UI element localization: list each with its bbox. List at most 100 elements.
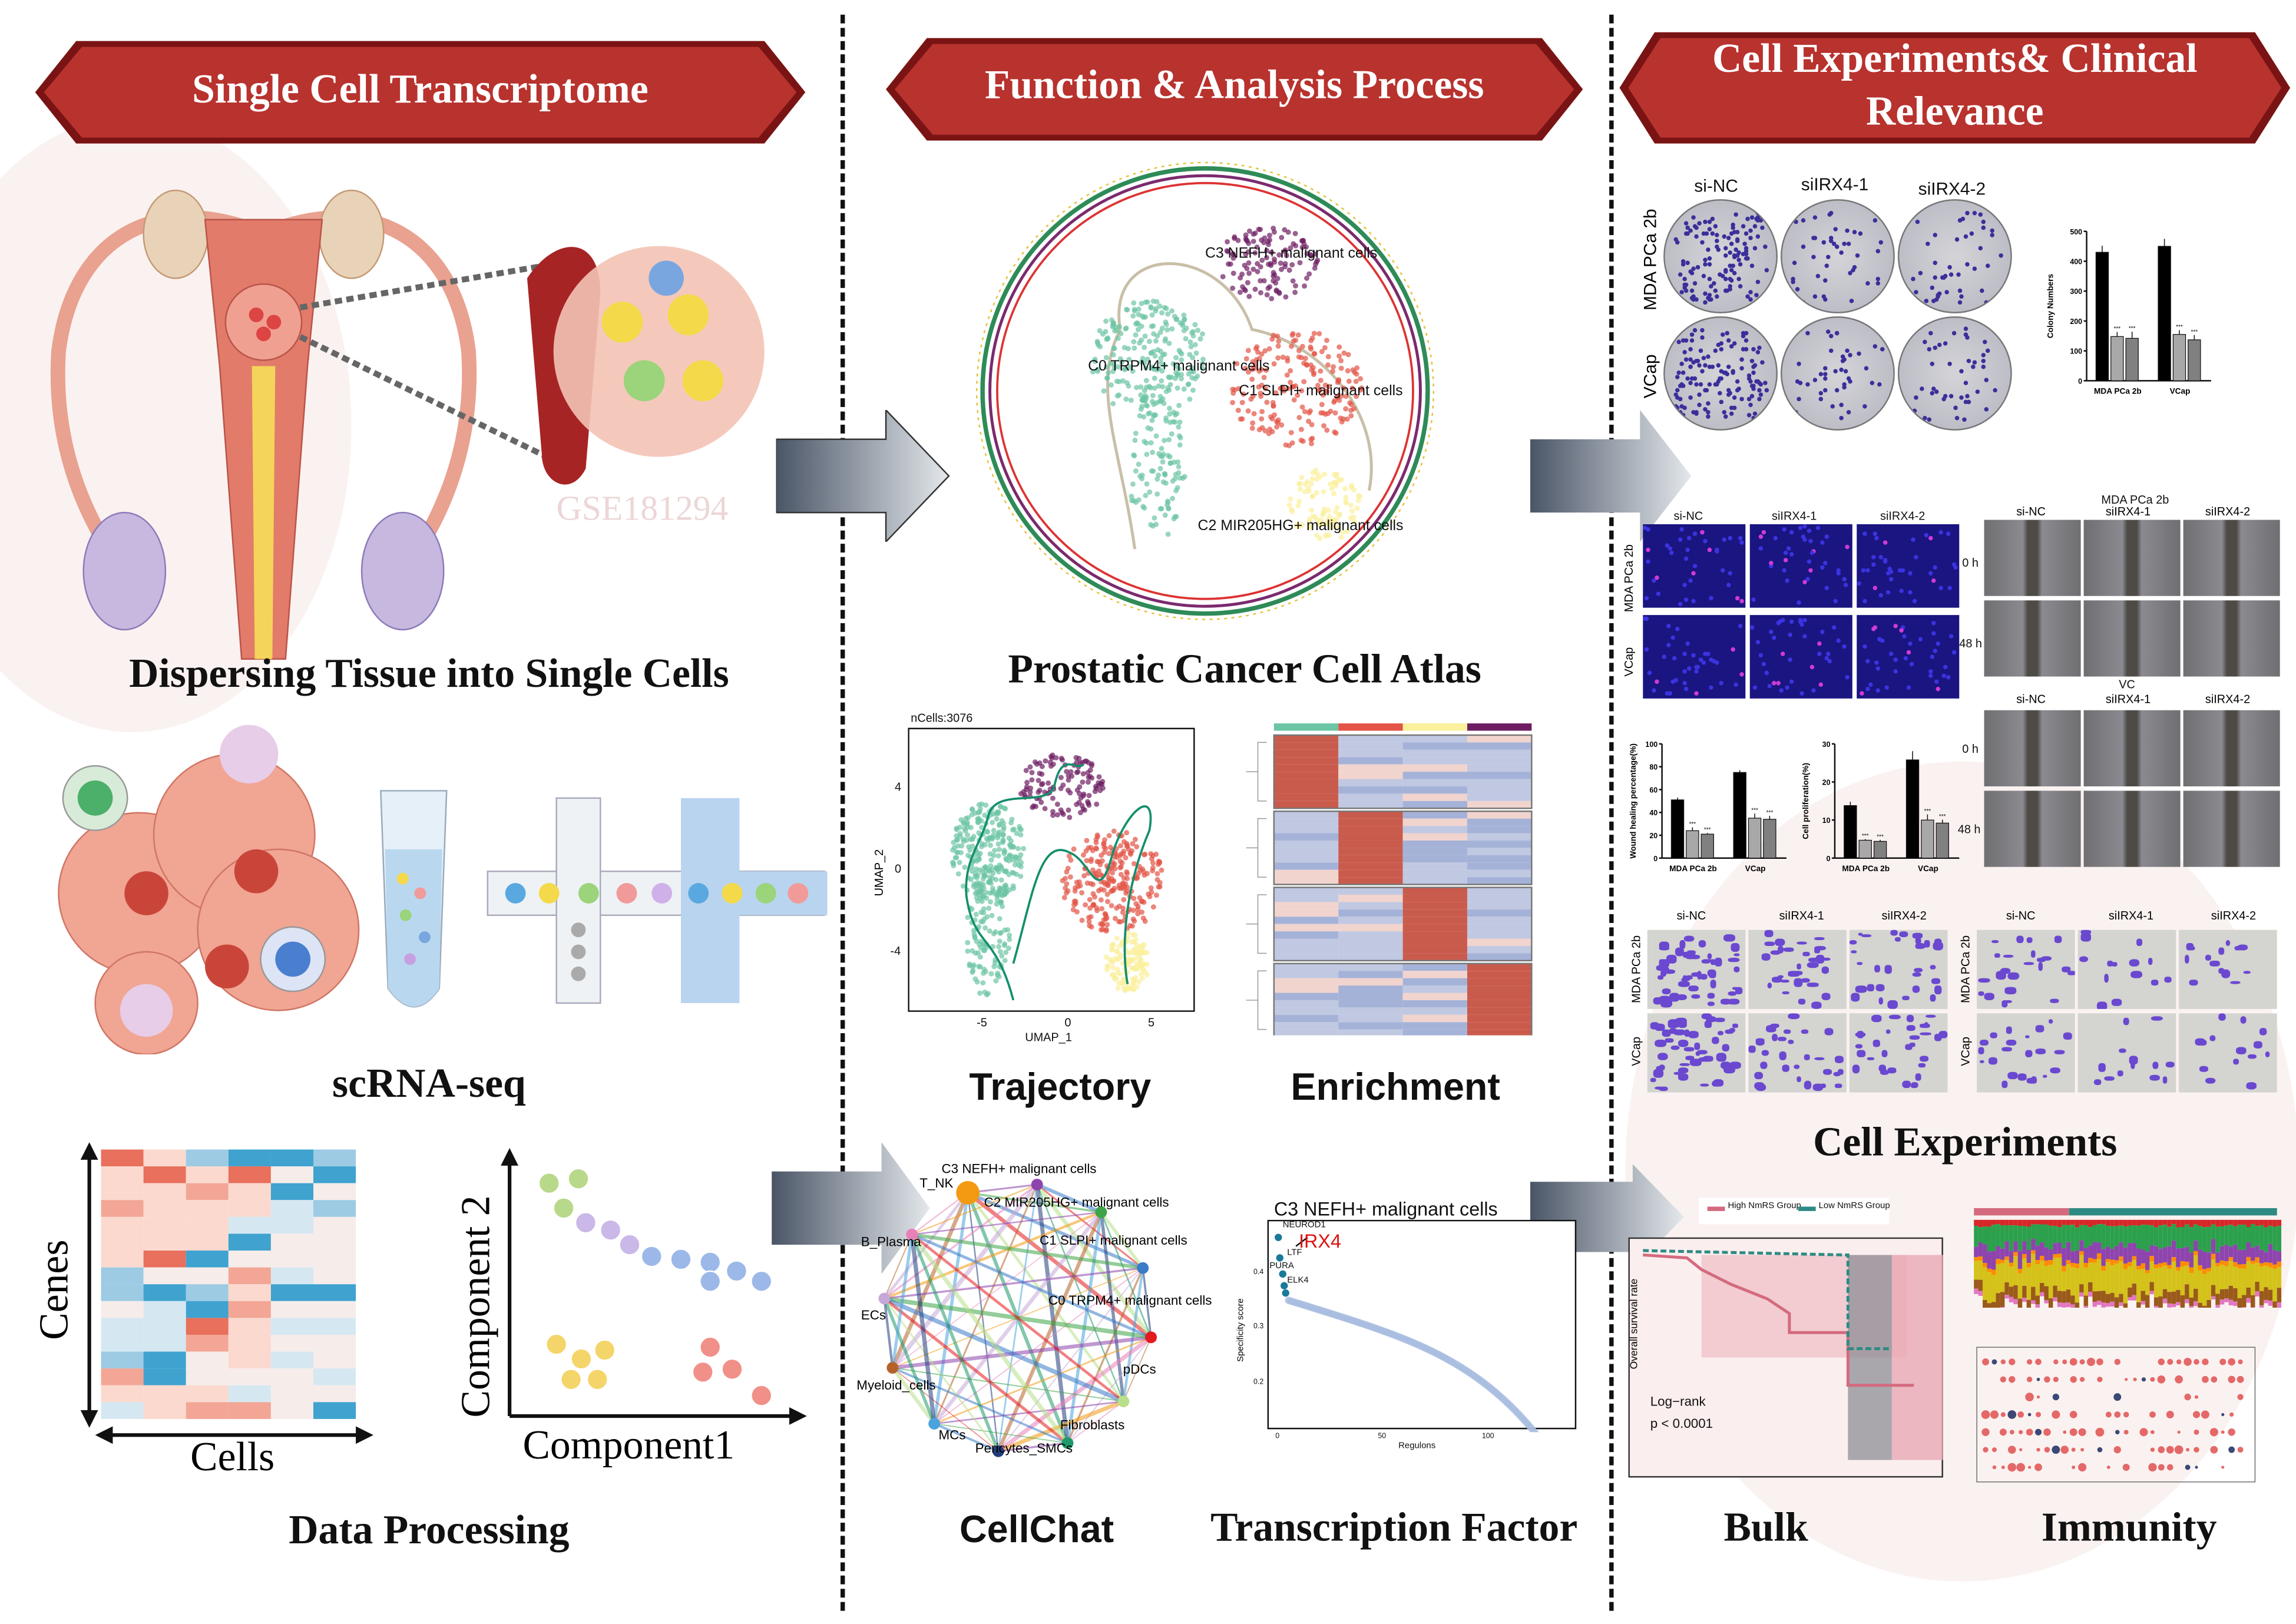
heatmap-cell [1467,772,1532,779]
y-axis-label: Colony Numbers [2046,274,2055,339]
umap-cell-dot [972,891,978,897]
colony-dot [1922,416,1927,421]
proportion-segment [1987,1251,1991,1269]
nucleus-dot [1687,666,1692,671]
proportion-segment [1996,1259,2000,1264]
heatmap-cell [313,1216,356,1234]
nucleus-dot [1883,540,1887,545]
colony-dot [1683,405,1688,411]
proportion-segment [2119,1256,2123,1261]
stained-cell [1837,1069,1844,1076]
atlas-cell-dot [1169,431,1175,437]
colony-dot [1876,248,1881,253]
atlas-cell-dot [1336,353,1342,359]
stained-cell [1857,1050,1865,1057]
transwell-image [1647,930,1746,1009]
colony-dot [1936,292,1941,297]
stained-cell [2038,962,2043,971]
correlation-dot [2237,1394,2244,1400]
atlas-cell-dot [1308,344,1314,350]
atlas-cell-dot [1324,338,1329,343]
heatmap-cell [270,1318,314,1335]
stained-cell [1733,967,1741,973]
umap-cell-dot [1017,826,1023,832]
heatmap-cell [1402,993,1467,1000]
umap-cell-dot [1124,871,1130,877]
heatmap-cell [101,1284,144,1301]
colony-dot [1934,389,1940,395]
heatmap-cell [1402,894,1467,902]
nucleus-dot [1798,617,1802,623]
stained-cell [1854,1043,1862,1049]
atlas-cell-dot [1333,430,1339,436]
proportion-segment [2233,1262,2238,1267]
wound-healing-image [2083,600,2181,677]
proportion-segment [2176,1302,2181,1306]
atlas-cell-dot [1150,449,1156,455]
atlas-cell-dot [1160,384,1166,389]
nucleus-dot [1662,654,1667,660]
colony-dot [1812,215,1818,220]
proportion-segment [2268,1289,2273,1301]
umap-cell-dot [998,899,1004,905]
atlas-cell-dot [1192,322,1198,328]
proportion-segment [2062,1266,2066,1272]
colony-dot [1749,383,1754,388]
transwell-image [1977,930,2075,1009]
umap-cell-dot [998,877,1004,883]
nucleus-dot [1739,541,1743,545]
heatmap-cell [1273,1007,1339,1015]
colony-dot [1998,253,2003,259]
heatmap-cell [1338,1007,1403,1015]
atlas-cell-dot [1330,369,1336,374]
immune-infiltration-plots [1974,1208,2282,1483]
heatmap-cell [186,1233,229,1251]
proportion-segment [2202,1227,2207,1252]
transwell-image [1748,930,1847,1009]
atlas-cell-dot [1234,360,1240,366]
transwell-image [1977,1013,2075,1093]
stained-cell [1918,1063,1926,1067]
atlas-cell-dot [1338,358,1344,363]
stained-cell [2098,1063,2105,1071]
colony-dot [1706,247,1711,252]
row-label: VCap [1640,354,1661,399]
stained-cell [1723,935,1735,942]
heatmap-cell [1467,1014,1532,1023]
heatmap-cell [143,1368,186,1385]
heatmap-cell [1338,833,1403,841]
umap-cell-dot [1063,885,1068,891]
correlation-dot [2044,1376,2050,1383]
heatmap-cell [270,1334,314,1352]
proportion-segment [2167,1292,2172,1304]
colony-dot [1824,372,1828,377]
atlas-cell-dot [1235,237,1241,243]
pca-cell-dot [553,1197,575,1219]
atlas-cell-dot [1314,477,1320,482]
condition-label: siIRX4-1 [2105,692,2151,706]
stained-cell [1931,978,1940,984]
colony-dot [1878,239,1883,244]
colony-dot [1848,352,1853,358]
proportion-segment [2009,1266,2014,1287]
umap-cell-dot [1050,809,1056,815]
atlas-cell-dot [1258,227,1263,233]
atlas-cell-dot [1150,298,1156,304]
colony-dot [1700,240,1705,244]
transwell-image [1748,1013,1847,1093]
colony-dot [1825,254,1831,260]
heatmap-cell [1402,840,1467,848]
proportion-segment [2009,1262,2014,1267]
arrow-right-icon [1530,410,1692,542]
colony-dot [1880,346,1885,352]
umap-cell-dot [954,826,960,832]
colony-dot [1822,277,1828,282]
proportion-segment [2171,1304,2176,1308]
colony-dot [1726,338,1732,342]
atlas-cell-dot [1266,346,1272,352]
atlas-cell-dot [1276,338,1282,344]
proportion-segment [2242,1219,2247,1225]
heatmap-cell [101,1216,144,1234]
correlation-dot [2001,1465,2005,1469]
proportion-segment [2198,1265,2202,1271]
